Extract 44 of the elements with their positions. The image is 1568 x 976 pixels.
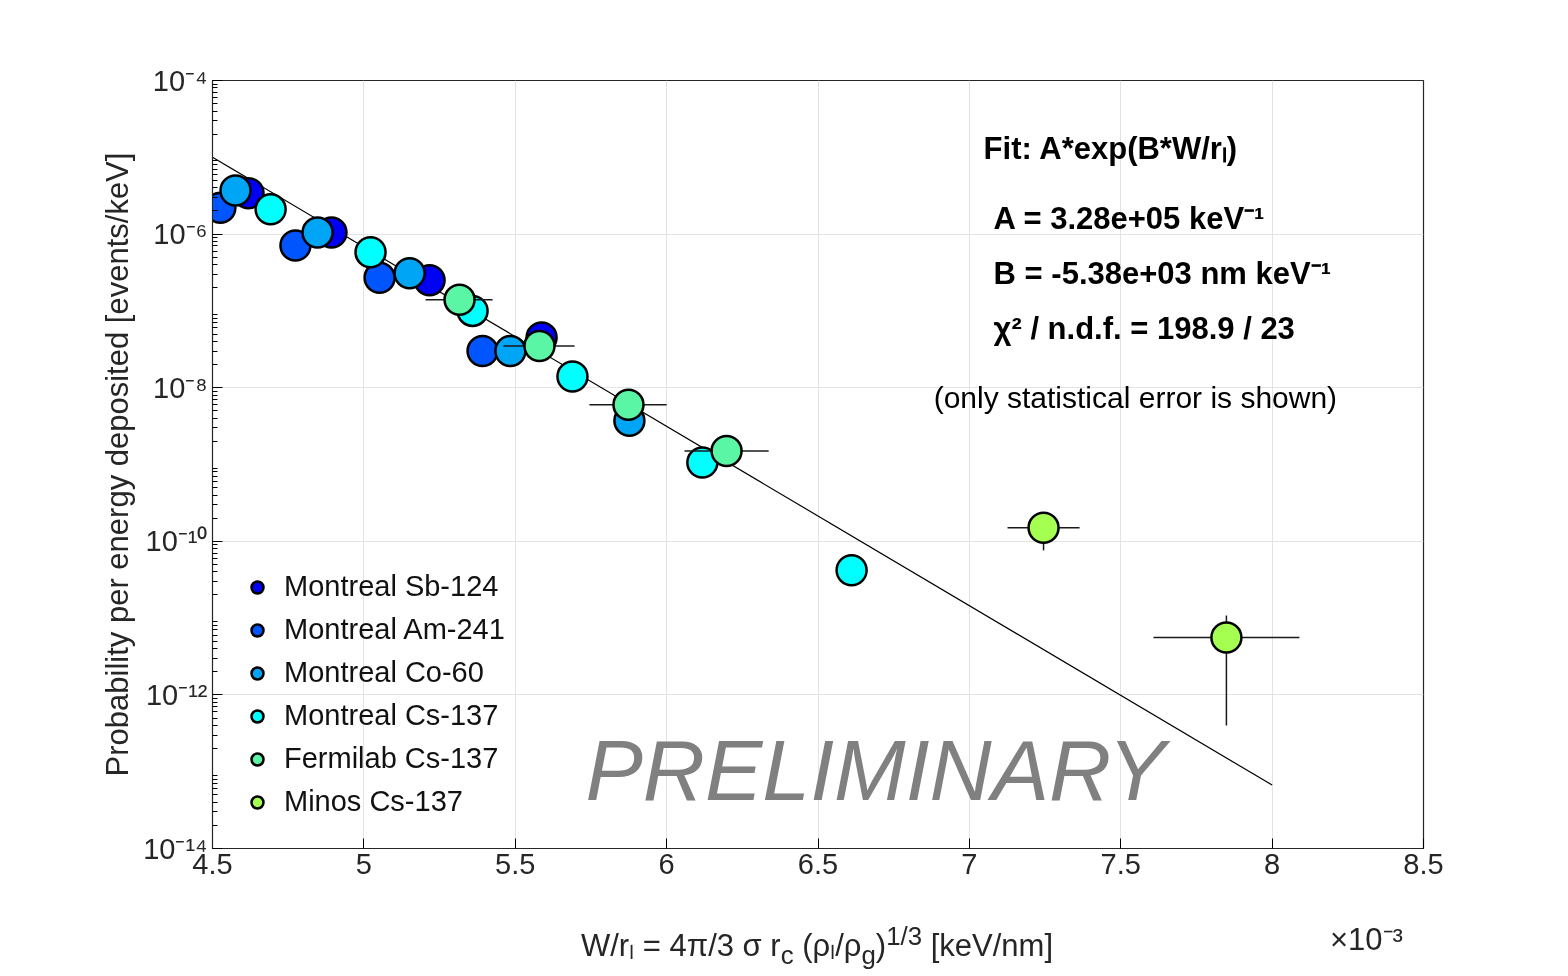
- annotation: B = -5.38e+03 nm keV⁻¹: [993, 256, 1332, 291]
- x-tick-label: 5: [355, 847, 372, 880]
- legend-label: Montreal Sb-124: [284, 570, 499, 603]
- point: [219, 174, 252, 207]
- x-tick-label: 8.5: [1403, 847, 1444, 880]
- annotation: PRELIMINARY: [585, 722, 1171, 819]
- annotation: χ² / n.d.f. = 198.9 / 23: [993, 310, 1295, 346]
- x-tick-label: 7.5: [1100, 847, 1141, 880]
- y-tick-label: 10⁻¹⁰: [145, 525, 208, 558]
- legend-label: Fermilab Cs-137: [284, 742, 499, 775]
- x-tick-label: 6: [658, 847, 675, 880]
- point: [393, 256, 426, 290]
- y-tick-label: 10⁻⁸: [153, 371, 208, 404]
- legend-label: Montreal Cs-137: [284, 699, 499, 732]
- y-axis-title: Probability per energy deposited [events/keV]: [100, 152, 136, 777]
- point: [523, 329, 556, 363]
- point: [254, 193, 287, 226]
- point: [1210, 621, 1243, 654]
- annotation: Fit: A*exp(B*W/rₗ): [983, 130, 1238, 166]
- legend-label: Minos Cs-137: [284, 785, 463, 818]
- text: ×10⁻³: [1330, 921, 1403, 959]
- x-axis-title: W/rₗ = 4π/3 σ r$_{c}$ (ρₗ/ρ$_{g}$)$^{1/3}$ [keV/nm]: [581, 921, 1053, 971]
- legend-label: Montreal Co-60: [284, 656, 484, 689]
- point: [301, 216, 334, 249]
- point: [835, 554, 868, 587]
- x-tick-label: 8: [1264, 847, 1281, 880]
- annotation: A = 3.28e+05 keV⁻¹: [993, 201, 1265, 237]
- y-tick-label: 10⁻⁴: [152, 64, 208, 97]
- x-tick-label: 6.5: [797, 847, 839, 880]
- point: [443, 283, 476, 316]
- point: [466, 334, 499, 368]
- annotation: (only statistical error is shown): [933, 381, 1338, 415]
- point: [363, 261, 396, 294]
- point: [354, 236, 387, 269]
- legend-label: Montreal Am-241: [284, 613, 505, 646]
- y-tick-label: 10⁻⁶: [153, 218, 208, 251]
- point: [710, 434, 743, 468]
- point: [1027, 511, 1060, 544]
- x-tick-label: 7: [961, 847, 978, 880]
- x-tick-label: 5.5: [495, 847, 536, 880]
- point: [612, 388, 645, 421]
- y-tick-label: 10⁻¹²: [145, 678, 208, 711]
- point: [494, 334, 527, 368]
- point: [556, 360, 589, 393]
